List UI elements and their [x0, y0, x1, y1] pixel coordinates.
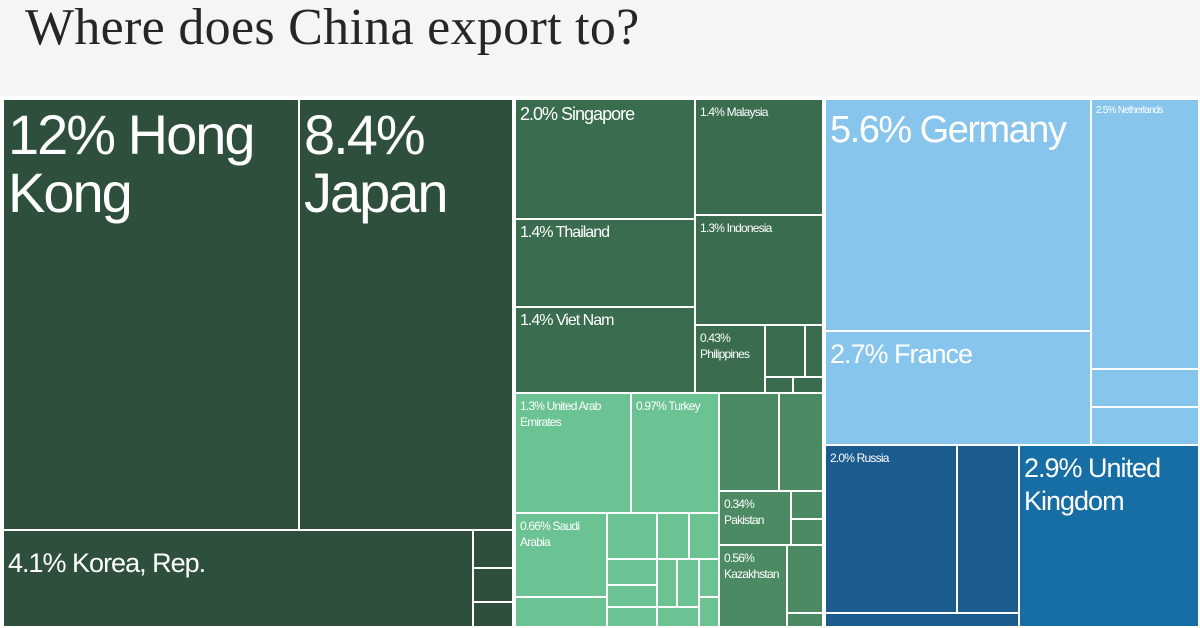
cell-japan[interactable]: 8.4% Japan: [298, 98, 514, 531]
label-japan: 8.4% Japan: [304, 103, 449, 224]
label-singapore: 2.0% Singapore: [520, 104, 635, 124]
cell-uae[interactable]: 1.3% United Arab Emirates: [514, 392, 632, 514]
cell-me-small-2[interactable]: [656, 512, 690, 560]
label-uk: 2.9% United Kingdom: [1024, 453, 1161, 516]
cell-hong-kong[interactable]: 12% Hong Kong: [2, 98, 300, 531]
label-saudi-arabia: 0.66% Saudi Arabia: [520, 519, 580, 549]
cell-russia[interactable]: 2.0% Russia: [824, 444, 958, 614]
cell-sea-small-2[interactable]: [804, 324, 824, 378]
cell-cg-6[interactable]: [786, 612, 824, 628]
cell-ea-small-3[interactable]: [472, 601, 514, 628]
cell-viet-nam[interactable]: 1.4% Viet Nam: [514, 306, 696, 394]
cell-me-small-9[interactable]: [514, 596, 608, 628]
label-hong-kong: 12% Hong Kong: [8, 103, 256, 224]
cell-malaysia[interactable]: 1.4% Malaysia: [694, 98, 824, 216]
cell-uk[interactable]: 2.9% United Kingdom: [1018, 444, 1200, 628]
cell-korea[interactable]: 4.1% Korea, Rep.: [2, 529, 474, 628]
label-kazakhstan: 0.56% Kazakhstan: [724, 551, 780, 581]
cell-singapore[interactable]: 2.0% Singapore: [514, 98, 696, 220]
cell-cg-1[interactable]: [718, 392, 780, 492]
label-netherlands: 2.5% Netherlands: [1096, 105, 1163, 116]
cell-pakistan[interactable]: 0.34% Pakistan: [718, 490, 792, 546]
label-turkey: 0.97% Turkey: [636, 399, 701, 413]
cell-thailand[interactable]: 1.4% Thailand: [514, 218, 696, 308]
cell-we-small-2[interactable]: [1090, 406, 1200, 446]
label-pakistan: 0.34% Pakistan: [724, 497, 764, 527]
cell-me-small-10[interactable]: [606, 606, 658, 628]
cell-france[interactable]: 2.7% France: [824, 330, 1092, 446]
cell-ee-small-1[interactable]: [956, 444, 1020, 614]
label-viet-nam: 1.4% Viet Nam: [520, 312, 614, 329]
cell-cg-2[interactable]: [778, 392, 824, 492]
cell-ea-small-2[interactable]: [472, 567, 514, 603]
cell-ea-small-1[interactable]: [472, 529, 514, 569]
label-russia: 2.0% Russia: [830, 451, 889, 465]
page-title: Where does China export to?: [25, 0, 640, 56]
label-indonesia: 1.3% Indonesia: [700, 221, 772, 235]
cell-germany[interactable]: 5.6% Germany: [824, 98, 1092, 332]
cell-cg-5[interactable]: [786, 544, 824, 614]
cell-saudi-arabia[interactable]: 0.66% Saudi Arabia: [514, 512, 608, 598]
cell-me-small-8[interactable]: [698, 558, 720, 598]
label-france: 2.7% France: [830, 339, 973, 369]
cell-ee-small-2[interactable]: [824, 612, 1020, 628]
label-philippines: 0.43% Philippines: [700, 331, 750, 361]
cell-kazakhstan[interactable]: 0.56% Kazakhstan: [718, 544, 788, 628]
label-thailand: 1.4% Thailand: [520, 224, 610, 241]
treemap: 12% Hong Kong 8.4% Japan 4.1% Korea, Rep…: [0, 96, 1200, 628]
cell-me-small-7[interactable]: [676, 558, 700, 608]
cell-me-small-11[interactable]: [656, 606, 700, 628]
label-malaysia: 1.4% Malaysia: [700, 105, 768, 119]
cell-me-small-1[interactable]: [606, 512, 658, 560]
cell-indonesia[interactable]: 1.3% Indonesia: [694, 214, 824, 326]
label-korea: 4.1% Korea, Rep.: [8, 548, 206, 578]
cell-netherlands[interactable]: 2.5% Netherlands: [1090, 98, 1200, 370]
cell-me-small-3[interactable]: [688, 512, 720, 560]
cell-philippines[interactable]: 0.43% Philippines: [694, 324, 766, 394]
cell-cg-3[interactable]: [790, 490, 824, 520]
cell-me-small-12[interactable]: [698, 596, 720, 628]
cell-me-small-4[interactable]: [606, 558, 658, 586]
cell-me-small-5[interactable]: [606, 584, 658, 608]
label-germany: 5.6% Germany: [830, 109, 1067, 151]
cell-turkey[interactable]: 0.97% Turkey: [630, 392, 720, 514]
cell-me-small-6[interactable]: [656, 558, 678, 608]
label-uae: 1.3% United Arab Emirates: [520, 399, 601, 429]
cell-cg-4[interactable]: [790, 518, 824, 546]
cell-sea-small-1[interactable]: [764, 324, 806, 378]
header: Where does China export to?: [0, 0, 1200, 96]
cell-we-small-1[interactable]: [1090, 368, 1200, 408]
